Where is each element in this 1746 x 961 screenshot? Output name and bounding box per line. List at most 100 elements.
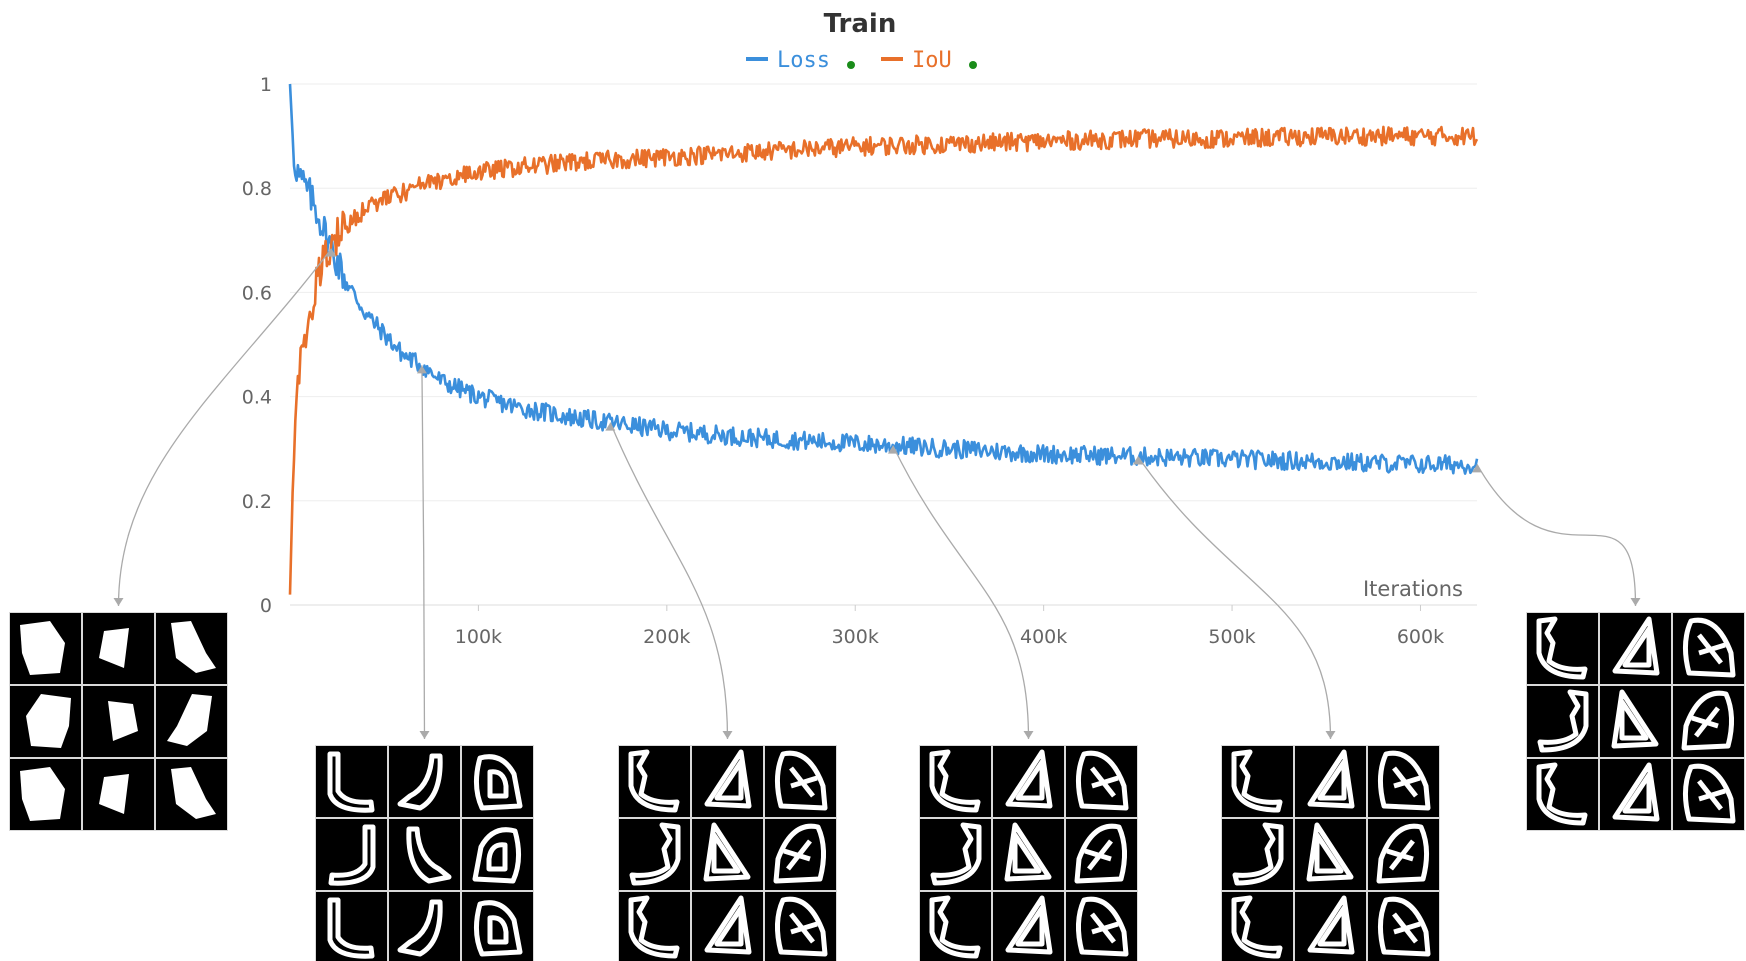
thumbnail-shape: [171, 621, 216, 673]
thumbnail-shape: [1307, 749, 1355, 809]
thumbnail-shape: [1232, 822, 1284, 886]
x-tick-label: 300k: [832, 626, 879, 648]
thumbnail-shape: [108, 701, 138, 741]
series-lines: [288, 83, 1479, 595]
annotation-thumbnail-grid: [618, 745, 837, 961]
annotation-connector: [117, 248, 333, 607]
annotation-connector: [1137, 456, 1332, 740]
thumbnail-shape: [474, 900, 523, 957]
thumbnail-cell: [316, 819, 387, 890]
legend-iou-dot: [969, 61, 977, 69]
annotation-arrowhead: [887, 445, 898, 454]
thumbnail-shape: [26, 694, 71, 748]
annotation-arrowhead: [1325, 731, 1336, 739]
y-tick-label: 0.2: [242, 491, 272, 513]
annotation-arrowhead: [605, 422, 616, 431]
thumbnail-shape: [1536, 616, 1588, 680]
thumbnail-shape: [775, 896, 828, 957]
annotation-thumbnail-grid: [1221, 745, 1440, 961]
thumbnail-shape: [773, 823, 826, 884]
annotation-arrowhead: [1132, 456, 1143, 465]
thumbnail-shape: [1005, 895, 1053, 955]
legend-loss-dot: [847, 61, 855, 69]
thumbnail-shape: [20, 767, 65, 821]
thumbnail-shape: [1681, 690, 1734, 751]
thumbnail-shape: [704, 749, 752, 809]
thumbnail-shape: [1231, 895, 1283, 959]
annotation-connector: [609, 422, 729, 740]
x-tick-label: 600k: [1397, 626, 1444, 648]
annotation-arrowhead: [1630, 598, 1641, 606]
thumbnail-shape: [775, 750, 828, 811]
y-tick-label: 0.6: [242, 282, 272, 304]
thumbnail-shape: [20, 621, 65, 675]
thumbnail-shape: [472, 827, 521, 884]
annotation-thumbnail-grid: [9, 612, 228, 831]
x-tick-label: 400k: [1020, 626, 1067, 648]
thumbnail-shape: [397, 899, 443, 957]
thumbnail-shape: [1004, 822, 1052, 882]
annotation-arrowhead: [1023, 731, 1034, 739]
thumbnail-shape: [171, 767, 216, 819]
thumbnail-shape: [167, 694, 212, 746]
thumbnail-shape: [1611, 689, 1659, 749]
series-line-iou: [288, 125, 1479, 595]
annotation-arrowhead: [416, 365, 427, 374]
thumbnail-shape: [1612, 616, 1660, 676]
thumbnail-shape: [1005, 749, 1053, 809]
annotation-thumbnail-grid: [919, 745, 1138, 961]
x-tick-label: 200k: [643, 626, 690, 648]
thumbnail-shape: [704, 895, 752, 955]
grid: [290, 83, 1477, 606]
thumbnail-shape: [1612, 762, 1660, 822]
x-axis-label: Iterations: [1363, 577, 1463, 601]
thumbnail-cell: [316, 746, 387, 817]
y-tick-label: 0.4: [242, 387, 272, 409]
annotation-arrowhead: [722, 731, 733, 739]
thumbnail-shape: [1306, 822, 1354, 882]
legend: Loss IoU: [746, 48, 977, 73]
annotation-arrowhead: [1472, 464, 1482, 473]
thumbnail-shape: [99, 774, 129, 814]
thumbnail-shape: [1683, 617, 1736, 678]
legend-iou-label: IoU: [912, 48, 952, 73]
y-tick-label: 1: [260, 74, 272, 96]
annotation-connector: [1476, 463, 1637, 607]
annotation-thumbnails: [9, 612, 1745, 961]
annotation-arrowhead: [113, 598, 124, 606]
thumbnail-shape: [1307, 895, 1355, 955]
thumbnail-shape: [328, 824, 376, 886]
thumbnail-shape: [327, 751, 375, 813]
legend-loss-label: Loss: [777, 48, 830, 73]
annotation-connector: [421, 365, 426, 740]
series-line-loss: [288, 83, 1479, 475]
thumbnail-shape: [628, 895, 680, 959]
thumbnail-shape: [1076, 750, 1129, 811]
thumbnail-cell: [316, 892, 387, 961]
annotation-arrowhead: [326, 248, 337, 257]
thumbnail-shape: [327, 897, 375, 959]
thumbnail-shape: [1376, 823, 1429, 884]
thumbnail-shape: [1231, 749, 1283, 813]
y-tick-label: 0: [260, 595, 272, 617]
thumbnail-shape: [1683, 763, 1736, 824]
chart-title: Train: [824, 9, 897, 39]
thumbnail-shape: [929, 749, 981, 813]
y-tick-label: 0.8: [242, 178, 272, 200]
x-tick-label: 500k: [1208, 626, 1255, 648]
annotation-connector: [892, 445, 1030, 740]
thumbnail-shape: [629, 822, 681, 886]
thumbnail-shape: [1537, 689, 1589, 753]
annotation-connectors: [113, 248, 1641, 740]
annotation-thumbnail-grid: [1526, 612, 1745, 831]
annotation-arrowhead: [419, 731, 430, 739]
thumbnail-shape: [406, 826, 452, 884]
thumbnail-shape: [99, 628, 129, 668]
thumbnail-shape: [703, 822, 751, 882]
thumbnail-shape: [628, 749, 680, 813]
annotation-thumbnail-grid: [315, 745, 534, 961]
x-axis: 100k 200k 300k 400k 500k 600k: [455, 605, 1444, 648]
thumbnail-shape: [474, 754, 523, 811]
thumbnail-shape: [1076, 896, 1129, 957]
thumbnail-shape: [929, 895, 981, 959]
